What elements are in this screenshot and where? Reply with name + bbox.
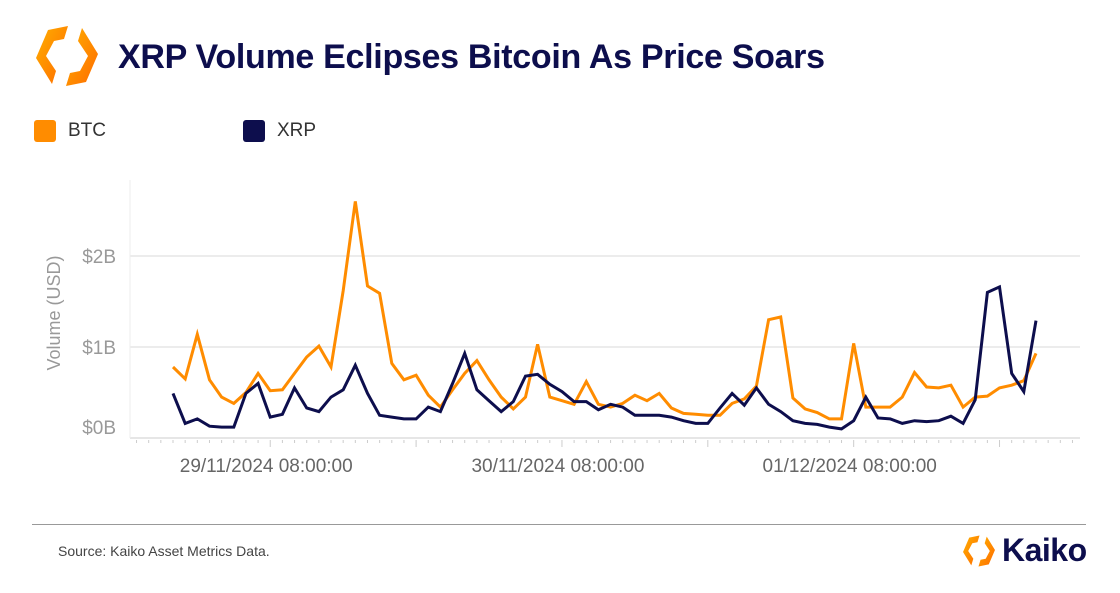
- kaiko-logo-icon: [36, 26, 98, 86]
- x-tick-label: 01/12/2024 08:00:00: [763, 456, 937, 477]
- source-note: Source: Kaiko Asset Metrics Data.: [58, 543, 270, 559]
- legend-swatch-btc: [34, 120, 56, 142]
- y-axis-label: Volume (USD): [44, 255, 64, 370]
- x-tick-label: 30/11/2024 08:00:00: [471, 456, 644, 477]
- series-line-btc: [171, 201, 1038, 421]
- legend-swatch-xrp: [243, 120, 265, 142]
- footer-divider: [32, 524, 1086, 525]
- brand-name: Kaiko: [1002, 532, 1087, 568]
- y-tick-label: $0B: [82, 418, 116, 439]
- y-tick-label: $1B: [82, 338, 116, 359]
- legend-label-xrp: XRP: [277, 120, 317, 141]
- legend-item-btc: BTC: [34, 120, 106, 142]
- volume-chart: $0B $1B $2B 29/11/2024 08:00:00 30/11/2024 0…: [44, 180, 1080, 477]
- legend-label-btc: BTC: [68, 120, 106, 141]
- brand-logo: Kaiko: [962, 532, 1087, 569]
- legend-item-xrp: XRP: [243, 120, 316, 142]
- kaiko-mark-icon: [963, 535, 995, 566]
- series-line-xrp: [171, 284, 1038, 431]
- page-title: XRP Volume Eclipses Bitcoin As Price Soa…: [118, 38, 825, 76]
- y-tick-label: $2B: [82, 247, 116, 268]
- x-tick-label: 29/11/2024 08:00:00: [180, 456, 353, 477]
